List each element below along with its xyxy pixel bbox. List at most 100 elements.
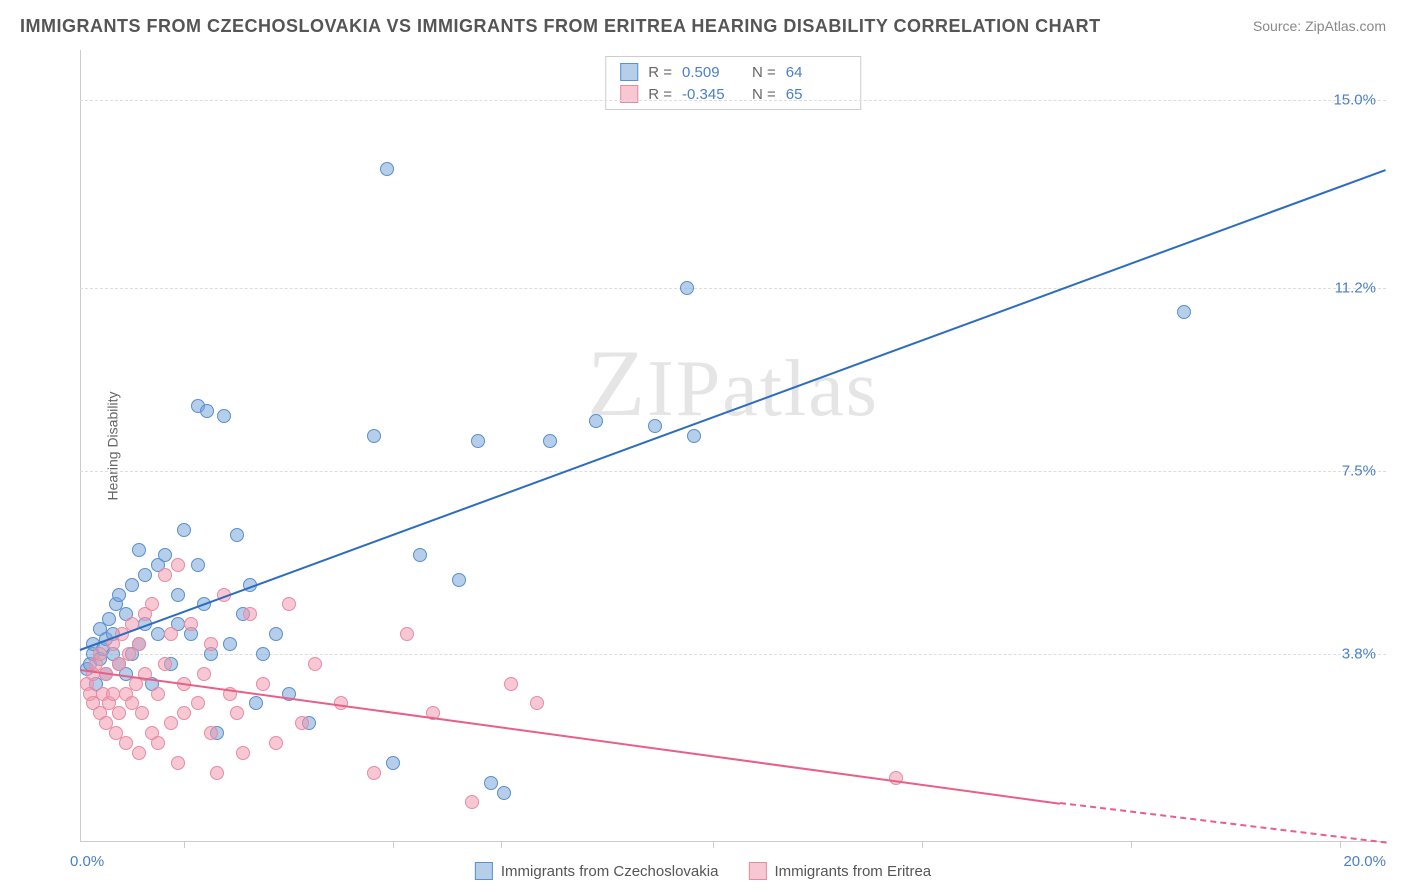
data-point [171, 588, 185, 602]
legend-swatch-1 [475, 862, 493, 880]
data-point [413, 548, 427, 562]
data-point [200, 404, 214, 418]
data-point [93, 647, 107, 661]
data-point [158, 548, 172, 562]
data-point [177, 523, 191, 537]
data-point [132, 637, 146, 651]
data-point [465, 795, 479, 809]
x-tick [393, 842, 394, 848]
data-point [184, 617, 198, 631]
legend: Immigrants from Czechoslovakia Immigrant… [475, 862, 931, 880]
grid-line [80, 288, 1386, 289]
trend-line [80, 169, 1387, 651]
chart-title: IMMIGRANTS FROM CZECHOSLOVAKIA VS IMMIGR… [20, 16, 1101, 37]
x-min-label: 0.0% [70, 853, 104, 870]
n-label: N = [752, 64, 776, 81]
data-point [269, 736, 283, 750]
data-point [295, 716, 309, 730]
data-point [282, 597, 296, 611]
r-value-1: 0.509 [682, 64, 742, 81]
data-point [138, 568, 152, 582]
x-max-label: 20.0% [1343, 853, 1386, 870]
x-tick [184, 842, 185, 848]
data-point [648, 419, 662, 433]
grid-line [80, 471, 1386, 472]
data-point [367, 429, 381, 443]
stats-row-1: R = 0.509 N = 64 [620, 61, 846, 83]
source-attribution: Source: ZipAtlas.com [1253, 18, 1386, 34]
data-point [471, 434, 485, 448]
data-point [151, 687, 165, 701]
stats-box: R = 0.509 N = 64 R = -0.345 N = 65 [605, 56, 861, 110]
data-point [256, 677, 270, 691]
grid-line [80, 654, 1386, 655]
chart-area: Hearing Disability ZIPatlas R = 0.509 N … [50, 50, 1386, 842]
x-tick [1340, 842, 1341, 848]
x-tick [1131, 842, 1132, 848]
data-point [204, 726, 218, 740]
data-point [151, 627, 165, 641]
data-point [230, 706, 244, 720]
data-point [158, 568, 172, 582]
legend-item-1: Immigrants from Czechoslovakia [475, 862, 719, 880]
y-tick-label: 7.5% [1342, 462, 1376, 479]
data-point [158, 657, 172, 671]
data-point [177, 706, 191, 720]
data-point [210, 766, 224, 780]
data-point [217, 409, 231, 423]
data-point [106, 687, 120, 701]
data-point [243, 607, 257, 621]
data-point [484, 776, 498, 790]
data-point [687, 429, 701, 443]
n-value-1: 64 [786, 64, 846, 81]
data-point [191, 558, 205, 572]
legend-swatch-2 [748, 862, 766, 880]
r-label: R = [648, 64, 672, 81]
y-axis-line [80, 50, 81, 842]
data-point [112, 588, 126, 602]
data-point [589, 414, 603, 428]
data-point [249, 696, 263, 710]
data-point [102, 612, 116, 626]
x-tick [922, 842, 923, 848]
swatch-series1 [620, 63, 638, 81]
y-tick-label: 11.2% [1335, 279, 1376, 296]
plot-region: ZIPatlas R = 0.509 N = 64 R = -0.345 N =… [80, 50, 1386, 842]
legend-label-1: Immigrants from Czechoslovakia [501, 863, 719, 880]
x-tick [501, 842, 502, 848]
data-point [543, 434, 557, 448]
data-point [380, 162, 394, 176]
data-point [497, 786, 511, 800]
data-point [269, 627, 283, 641]
data-point [223, 637, 237, 651]
data-point [400, 627, 414, 641]
y-tick-label: 15.0% [1333, 91, 1376, 108]
x-axis-line [80, 841, 1386, 842]
data-point [204, 637, 218, 651]
data-point [452, 573, 466, 587]
data-point [145, 597, 159, 611]
data-point [164, 716, 178, 730]
data-point [197, 667, 211, 681]
data-point [530, 696, 544, 710]
data-point [112, 706, 126, 720]
data-point [171, 558, 185, 572]
data-point [132, 543, 146, 557]
trend-line [80, 669, 1060, 805]
data-point [386, 756, 400, 770]
data-point [256, 647, 270, 661]
data-point [236, 746, 250, 760]
data-point [504, 677, 518, 691]
data-point [680, 281, 694, 295]
data-point [151, 736, 165, 750]
data-point [230, 528, 244, 542]
stats-row-2: R = -0.345 N = 65 [620, 83, 846, 105]
legend-label-2: Immigrants from Eritrea [774, 863, 931, 880]
data-point [119, 736, 133, 750]
grid-line [80, 100, 1386, 101]
data-point [191, 696, 205, 710]
legend-item-2: Immigrants from Eritrea [748, 862, 931, 880]
trend-line [1059, 802, 1386, 844]
data-point [135, 706, 149, 720]
data-point [132, 746, 146, 760]
